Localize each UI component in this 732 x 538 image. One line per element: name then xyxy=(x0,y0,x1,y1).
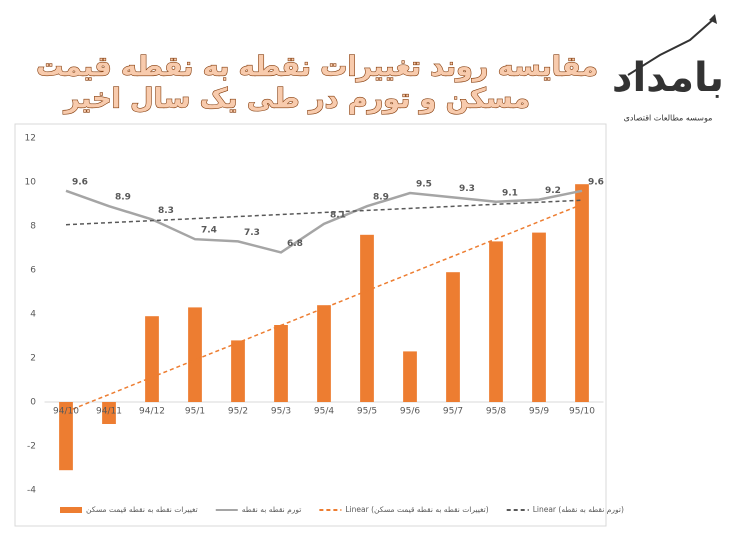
bar xyxy=(59,402,73,471)
x-tick-label: 95/7 xyxy=(443,407,463,417)
data-label: 6.8 xyxy=(287,239,303,249)
bar xyxy=(317,305,331,402)
x-tick-label: 95/8 xyxy=(486,407,506,417)
legend-label: Linear (تغییرات نقطه به نقطه قیمت مسکن) xyxy=(345,505,488,514)
chart-title: مسکن و تورم در طی یک سال اخیر xyxy=(62,84,530,115)
x-tick-label: 94/11 xyxy=(96,407,122,417)
logo-subtitle: موسسه مطالعات اقتصادی xyxy=(624,114,713,123)
y-tick-label: 0 xyxy=(30,398,36,408)
data-label: 8.9 xyxy=(373,193,389,203)
logo-name: بامداد xyxy=(612,55,724,101)
bar xyxy=(188,307,202,402)
data-label: 9.6 xyxy=(588,177,604,187)
x-tick-label: 95/3 xyxy=(271,407,291,417)
x-tick-label: 95/10 xyxy=(569,407,595,417)
x-tick-label: 94/12 xyxy=(139,407,165,417)
bar xyxy=(102,402,116,424)
data-label: 7.4 xyxy=(201,226,217,236)
y-tick-label: -4 xyxy=(27,486,36,496)
data-label: 8.9 xyxy=(115,193,131,203)
legend-label: تورم نقطه به نقطه xyxy=(242,505,302,514)
bar xyxy=(360,234,374,402)
x-tick-label: 94/10 xyxy=(53,407,79,417)
bar xyxy=(575,184,589,402)
bar xyxy=(274,325,288,402)
legend-label: Linear (تورم نقطه به نقطه) xyxy=(533,505,624,514)
legend-label: تغییرات نقطه به نقطه قیمت مسکن xyxy=(86,505,198,514)
bar xyxy=(403,351,417,402)
y-tick-label: 6 xyxy=(30,266,36,276)
logo: بامداد موسسه مطالعات اقتصادی xyxy=(612,14,724,123)
trendline xyxy=(65,199,583,226)
trendline xyxy=(65,203,583,413)
y-tick-label: 4 xyxy=(30,310,36,320)
y-tick-label: 12 xyxy=(25,134,36,144)
data-label: 9.2 xyxy=(545,186,561,196)
y-tick-label: 2 xyxy=(30,354,36,364)
data-label: 8.3 xyxy=(158,206,174,216)
bar xyxy=(446,272,460,402)
chart-frame xyxy=(14,123,607,527)
x-tick-label: 95/2 xyxy=(228,407,248,417)
data-label: 9.3 xyxy=(459,184,475,194)
data-label: 7.3 xyxy=(244,228,260,238)
x-tick-label: 95/6 xyxy=(400,407,420,417)
chart-title: مقایسه روند تغییرات نقطه به نقطه قیمت xyxy=(36,52,598,83)
bar xyxy=(231,340,245,402)
bar xyxy=(532,232,546,402)
x-tick-label: 95/9 xyxy=(529,407,549,417)
y-tick-label: -2 xyxy=(27,442,36,452)
x-tick-label: 95/4 xyxy=(314,407,334,417)
line xyxy=(65,189,583,254)
x-tick-label: 95/5 xyxy=(357,407,377,417)
data-label: 8.1 xyxy=(330,210,346,220)
bar xyxy=(489,241,503,402)
bar xyxy=(145,316,159,402)
y-tick-label: 10 xyxy=(25,178,37,188)
data-label: 9.1 xyxy=(502,188,518,198)
data-label: 9.6 xyxy=(72,177,88,187)
data-label: 9.5 xyxy=(416,180,432,190)
x-tick-label: 95/1 xyxy=(185,407,205,417)
legend-swatch xyxy=(60,507,82,513)
y-tick-label: 8 xyxy=(30,222,36,232)
